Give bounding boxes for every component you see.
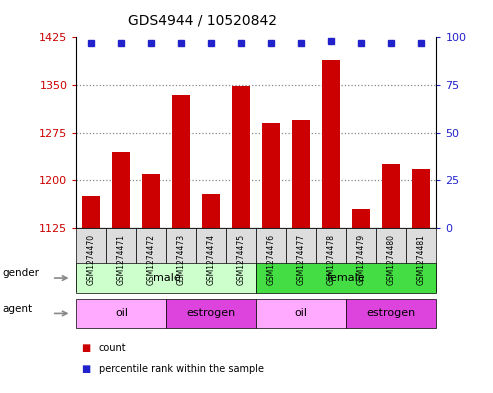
Bar — [412, 169, 430, 228]
Bar — [322, 60, 340, 228]
Text: ■: ■ — [81, 343, 91, 353]
Text: GSM1274478: GSM1274478 — [327, 234, 336, 285]
Text: GSM1274471: GSM1274471 — [117, 234, 126, 285]
Text: GSM1274481: GSM1274481 — [417, 234, 426, 285]
Text: oil: oil — [295, 309, 308, 318]
Text: GDS4944 / 10520842: GDS4944 / 10520842 — [128, 13, 277, 28]
Text: gender: gender — [2, 268, 39, 278]
Text: GSM1274477: GSM1274477 — [297, 234, 306, 285]
Text: estrogen: estrogen — [187, 309, 236, 318]
Text: ■: ■ — [81, 364, 91, 375]
Bar — [82, 196, 101, 228]
Text: oil: oil — [115, 309, 128, 318]
Text: GSM1274472: GSM1274472 — [147, 234, 156, 285]
Text: count: count — [99, 343, 126, 353]
Bar — [262, 123, 281, 228]
Bar — [173, 95, 190, 228]
Text: GSM1274480: GSM1274480 — [387, 234, 396, 285]
Bar — [142, 174, 160, 228]
Text: estrogen: estrogen — [367, 309, 416, 318]
Text: GSM1274474: GSM1274474 — [207, 234, 216, 285]
Bar — [112, 152, 130, 228]
Bar — [382, 164, 400, 228]
Text: agent: agent — [2, 304, 33, 314]
Text: GSM1274473: GSM1274473 — [177, 234, 186, 285]
Bar — [352, 209, 370, 228]
Text: female: female — [327, 273, 366, 283]
Bar — [292, 120, 310, 228]
Text: GSM1274475: GSM1274475 — [237, 234, 246, 285]
Text: GSM1274470: GSM1274470 — [87, 234, 96, 285]
Text: percentile rank within the sample: percentile rank within the sample — [99, 364, 264, 375]
Bar — [203, 194, 220, 228]
Text: male: male — [152, 273, 180, 283]
Text: GSM1274479: GSM1274479 — [357, 234, 366, 285]
Text: GSM1274476: GSM1274476 — [267, 234, 276, 285]
Bar — [232, 86, 250, 228]
